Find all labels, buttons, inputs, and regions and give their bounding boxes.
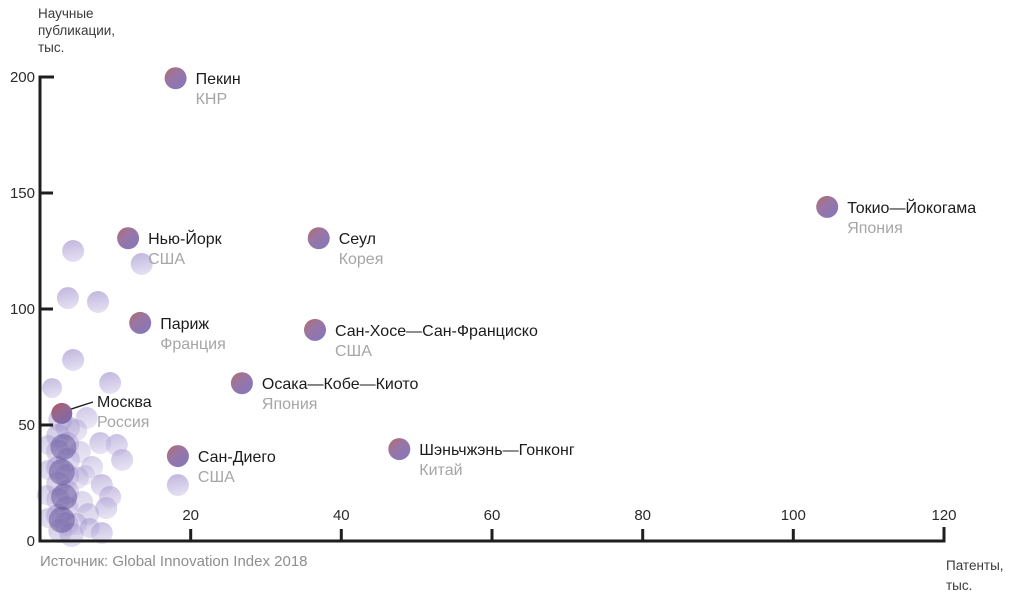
country-label: США [198, 469, 235, 486]
background-bubble [79, 518, 100, 538]
x-tick-label: 60 [484, 507, 501, 524]
background-bubble [130, 253, 153, 275]
country-label: Китай [419, 462, 462, 479]
background-bubble [111, 449, 134, 471]
background-bubble [48, 506, 75, 533]
y-tick-label: 100 [10, 301, 35, 318]
city-bubble [304, 318, 326, 341]
city-label: Париж [160, 316, 209, 333]
y-tick-label: 200 [10, 69, 35, 86]
y-axis-title-line: тыс. [38, 40, 65, 55]
city-label: Осака—Кобе—Киото [262, 376, 419, 393]
background-bubble [89, 432, 112, 455]
background-bubble [50, 434, 77, 460]
city-bubble [166, 445, 189, 468]
country-label: Франция [160, 336, 226, 353]
x-tick-label: 20 [182, 507, 199, 524]
country-label: Япония [847, 220, 903, 237]
city-bubble [388, 438, 411, 461]
background-bubble [48, 459, 75, 486]
city-bubble [51, 402, 73, 424]
background-bubble [95, 497, 118, 520]
city-label: Москва [97, 394, 152, 411]
city-bubble [117, 227, 140, 250]
y-tick-label: 150 [10, 185, 35, 202]
city-bubble [164, 67, 187, 90]
city-label: Шэньчжэнь—Гонконг [419, 442, 575, 459]
x-tick-label: 80 [634, 507, 651, 524]
x-tick-label: 100 [781, 507, 806, 524]
country-label: Корея [339, 251, 384, 268]
city-bubble [129, 311, 152, 334]
background-bubble [166, 474, 189, 497]
x-axis-title-line: тыс. [946, 578, 973, 593]
x-axis-title-line: Патенты, [946, 558, 1004, 573]
background-bubble [51, 483, 78, 510]
city-bubble [307, 227, 330, 250]
y-tick-label: 50 [18, 417, 35, 434]
city-label: Пекин [196, 71, 241, 88]
city-label: Сан-Диего [198, 449, 276, 466]
city-label: Сеул [339, 231, 376, 248]
country-label: США [148, 251, 185, 268]
source-note: Источник: Global Innovation Index 2018 [40, 553, 308, 570]
background-bubble [42, 378, 63, 399]
country-label: Япония [262, 396, 318, 413]
city-label: Сан-Хосе—Сан-Франциско [335, 323, 538, 340]
country-label: Россия [97, 414, 149, 431]
city-label: Токио—Йокогама [847, 198, 976, 217]
background-bubble [62, 349, 85, 371]
y-axis-title-line: Научные [38, 6, 94, 21]
background-bubble [65, 419, 88, 442]
country-label: США [335, 343, 372, 360]
background-bubble [62, 240, 85, 262]
x-tick-label: 120 [931, 507, 956, 524]
y-tick-label: 0 [27, 533, 35, 550]
country-label: КНР [196, 91, 228, 108]
city-bubble [816, 195, 839, 218]
background-bubble [99, 372, 122, 394]
background-bubble [87, 291, 109, 313]
x-axis-title: Патенты, тыс. [946, 556, 1004, 596]
background-bubble [56, 287, 79, 310]
city-bubble [230, 372, 253, 395]
y-axis-title-line: публикации, [38, 23, 116, 38]
x-tick-label: 40 [333, 507, 350, 524]
city-label: Нью-Йорк [148, 229, 223, 248]
y-axis-title: Научные публикации, тыс. [38, 5, 115, 56]
axis-lines [38, 75, 946, 543]
